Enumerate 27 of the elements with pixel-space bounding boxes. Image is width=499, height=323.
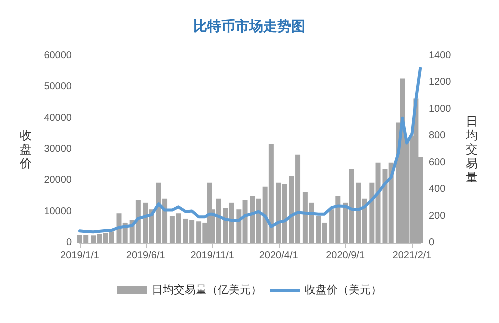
chart-title: 比特币市场走势图	[194, 18, 306, 34]
y-tick-label: 10000	[44, 206, 72, 218]
x-tick-label: 2020/4/1	[259, 250, 299, 262]
y-tick-label: 50000	[44, 82, 72, 93]
line-series	[78, 66, 422, 234]
y2-tick-label: 200	[429, 210, 446, 222]
y2-tick-label: 400	[429, 184, 446, 196]
y2-tick-label: 0	[429, 238, 435, 248]
y-tick-label: 0	[66, 238, 72, 248]
y2-axis-title: 日均交易量	[465, 114, 478, 184]
y2-tick-label: 800	[429, 130, 446, 142]
x-tick-label: 2021/2/1	[392, 250, 432, 262]
y2-tick-label: 1000	[429, 104, 452, 115]
x-tick-label: 2019/11/1	[190, 250, 235, 262]
y2-tick-label: 1200	[429, 77, 452, 88]
y-tick-label: 60000	[44, 50, 72, 62]
y2-tick-label: 1400	[429, 50, 452, 62]
x-tick-label: 2020/9/1	[326, 250, 366, 262]
y2-tick-label: 600	[429, 157, 446, 168]
y-axis-title: 收盘价	[19, 128, 32, 170]
y-tick-label: 30000	[44, 144, 72, 155]
x-tick-label: 2019/6/1	[126, 250, 166, 262]
x-tick-label: 2019/1/1	[60, 250, 100, 262]
legend-label: 收盘价（美元）	[305, 284, 382, 296]
legend-label: 日均交易量（亿美元）	[152, 284, 262, 296]
y-tick-label: 20000	[44, 175, 72, 186]
y-tick-label: 40000	[44, 112, 72, 124]
